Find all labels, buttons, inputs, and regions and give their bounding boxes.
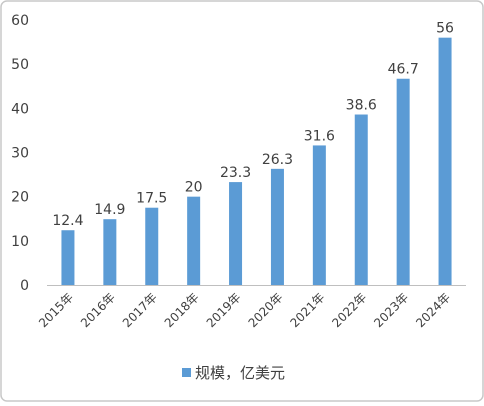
legend-label: 规模，亿美元 xyxy=(195,364,285,382)
bar xyxy=(312,145,326,285)
y-tick-label: 30 xyxy=(11,146,29,162)
bars-group xyxy=(61,37,452,286)
data-label: 23.3 xyxy=(220,165,251,181)
y-tick-label: 0 xyxy=(20,278,29,294)
bar xyxy=(145,207,159,285)
bar xyxy=(438,37,452,285)
bar xyxy=(61,230,75,285)
data-labels-group: 12.4 14.9 17.5 20 23.3 26.3 31.6 38.6 46.7 56 xyxy=(52,21,454,230)
bar xyxy=(270,168,284,285)
bar xyxy=(187,196,201,285)
y-tick-label: 60 xyxy=(11,13,29,29)
legend: 规模，亿美元 xyxy=(182,364,285,382)
bar xyxy=(103,219,117,285)
data-label: 14.9 xyxy=(94,202,125,218)
y-tick-label: 20 xyxy=(11,190,29,206)
bar xyxy=(354,114,368,286)
y-tick-label: 10 xyxy=(11,234,29,250)
data-label: 12.4 xyxy=(52,213,83,229)
data-label: 46.7 xyxy=(388,62,419,78)
data-label: 56 xyxy=(436,21,454,37)
data-label: 26.3 xyxy=(262,152,293,168)
data-label: 38.6 xyxy=(346,98,377,114)
data-label: 31.6 xyxy=(304,128,335,144)
legend-swatch xyxy=(182,368,191,377)
data-label: 20 xyxy=(185,180,203,196)
bar xyxy=(396,78,410,285)
data-label: 17.5 xyxy=(136,191,167,207)
y-tick-label: 50 xyxy=(11,57,29,73)
y-tick-label: 40 xyxy=(11,101,29,117)
y-axis-tick-labels: 0 10 20 30 40 50 60 xyxy=(11,13,29,294)
bar xyxy=(229,182,243,285)
